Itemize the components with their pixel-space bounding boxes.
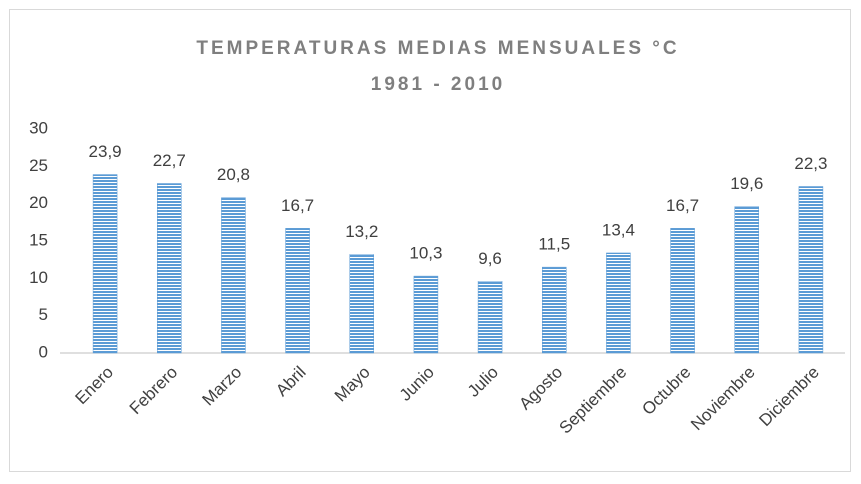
y-tick-label: 15 [29,230,48,249]
chart-subtitle: 1981 - 2010 [371,74,505,95]
data-label: 16,7 [666,196,699,215]
bar [349,254,374,354]
chart-title: TEMPERATURAS MEDIAS MENSUALES °C [196,38,679,59]
data-label: 16,7 [281,196,314,215]
data-label: 11,5 [538,235,570,254]
bar [670,228,695,354]
y-tick-label: 25 [29,156,48,175]
data-label: 9,6 [478,249,502,268]
bar [92,174,118,354]
data-label: 13,2 [345,222,378,241]
y-tick-label: 30 [29,118,48,137]
bar [477,281,503,354]
data-label: 22,7 [153,151,186,170]
y-tick-label: 20 [29,193,48,212]
data-label: 10,3 [409,244,442,263]
bar [606,252,631,354]
bar [734,206,759,354]
data-label: 13,4 [602,220,635,239]
data-label: 23,9 [89,142,122,161]
data-label: 20,8 [217,165,250,184]
bar [285,228,310,354]
y-tick-label: 10 [29,268,48,287]
bar [157,183,182,354]
bar [413,275,439,354]
bar [798,186,824,354]
bar [542,266,567,354]
data-label: 22,3 [794,154,827,173]
data-label: 19,6 [730,174,763,193]
bar [221,197,246,354]
chart-border [9,9,851,472]
y-tick-label: 5 [39,305,48,324]
y-tick-label: 0 [39,342,48,361]
